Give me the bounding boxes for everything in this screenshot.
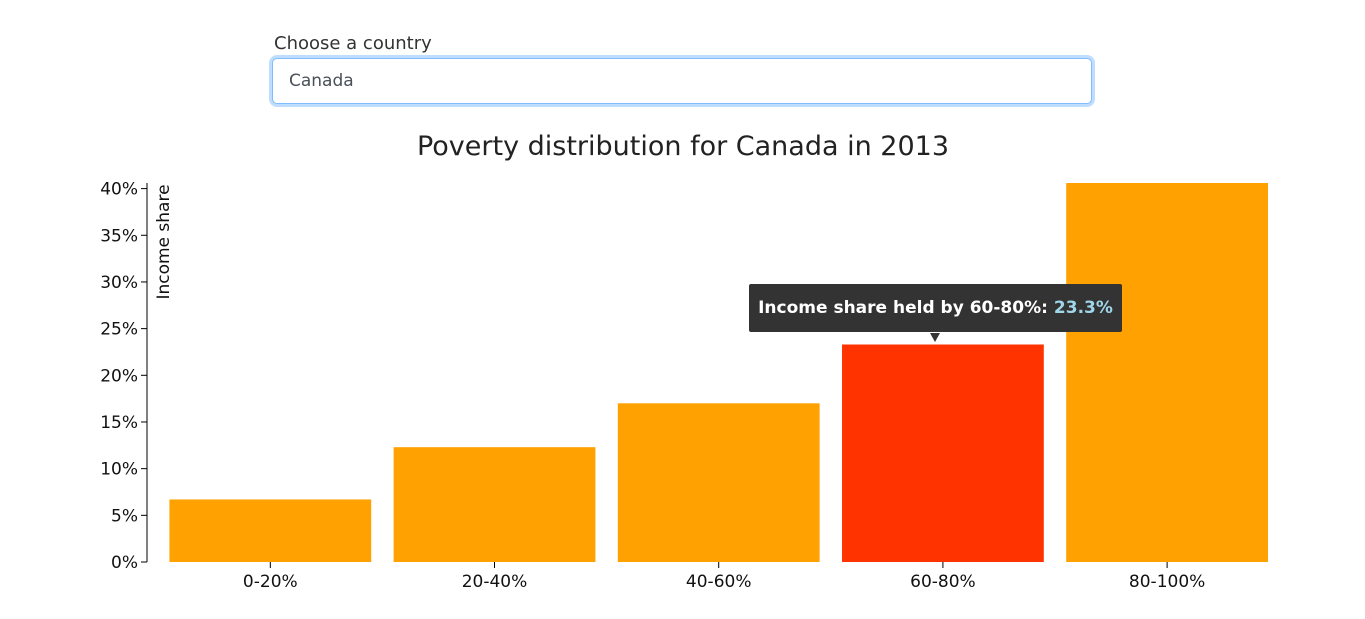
y-tick-label: 10% — [100, 460, 138, 480]
x-tick-label: 60-80% — [910, 572, 976, 592]
y-tick-label: 15% — [100, 413, 138, 433]
x-tick-label: 80-100% — [1129, 572, 1205, 592]
country-input[interactable] — [272, 58, 1092, 104]
tooltip-label: Income share held by 60-80%: — [758, 298, 1048, 318]
y-tick-label: 5% — [111, 506, 138, 526]
x-tick-label: 20-40% — [462, 572, 528, 592]
bar-20-40%[interactable] — [393, 447, 596, 562]
tooltip-arrow — [930, 333, 940, 342]
bar-80-100%[interactable] — [1066, 183, 1268, 562]
y-axis: 0% 5% 10% 15% 20% 25% 30% 35% 40% — [100, 180, 148, 573]
tooltip-value: 23.3% — [1053, 298, 1113, 318]
country-label: Choose a country — [274, 33, 432, 54]
bar-tooltip: Income share held by 60-80%: 23.3% — [749, 284, 1122, 332]
x-tick-label: 40-60% — [686, 572, 752, 592]
x-axis: 0-20% 20-40% 40-60% 60-80% 80-100% — [243, 562, 1205, 592]
y-tick-label: 0% — [111, 553, 138, 573]
y-axis-label: Income share — [154, 184, 174, 299]
chart-title: Poverty distribution for Canada in 2013 — [417, 131, 949, 162]
bars — [169, 183, 1268, 562]
x-tick-label: 0-20% — [243, 572, 298, 592]
y-tick-label: 30% — [100, 273, 138, 293]
bar-60-80%[interactable] — [842, 344, 1044, 562]
y-tick-label: 40% — [100, 180, 138, 200]
bar-0-20%[interactable] — [169, 499, 372, 562]
y-tick-label: 25% — [100, 320, 138, 340]
y-tick-label: 35% — [100, 226, 138, 246]
bar-40-60%[interactable] — [617, 403, 820, 562]
y-tick-label: 20% — [100, 366, 138, 386]
